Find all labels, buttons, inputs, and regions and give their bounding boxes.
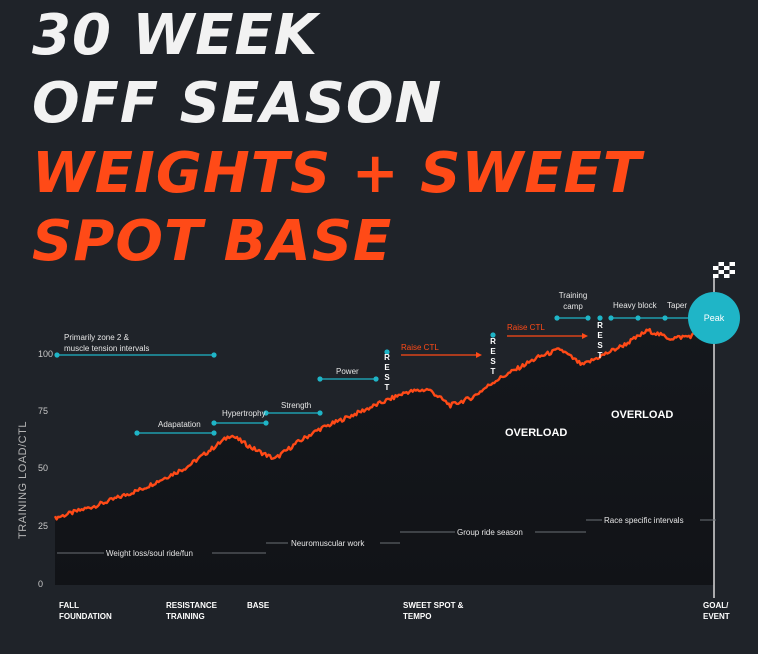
label-power: Power xyxy=(336,367,359,376)
peak-circle xyxy=(688,292,740,344)
label-strength: Strength xyxy=(281,401,311,410)
label-training-camp-line1: Training xyxy=(559,291,588,300)
x-label-resistance-line1: RESISTANCE xyxy=(166,601,218,610)
title-line-2: OFF SEASON xyxy=(32,71,443,136)
title-line-1: 30 WEEK xyxy=(32,3,319,68)
rest-letter: T xyxy=(491,367,496,376)
label-training-camp-line2: camp xyxy=(563,302,583,311)
title-line-4: SPOT BASE xyxy=(32,209,393,274)
rest-letter: E xyxy=(490,347,496,356)
y-tick-0: 0 xyxy=(38,579,43,589)
x-label-goal-line1: GOAL/ xyxy=(703,601,729,610)
raise-ctl-label-1: Raise CTL xyxy=(401,343,439,352)
rest-letter: R xyxy=(490,337,496,346)
y-tick-100: 100 xyxy=(38,349,53,359)
label-adaptation: Adapatation xyxy=(158,420,201,429)
y-axis-title: TRAINING LOAD/CTL xyxy=(17,421,29,539)
rest-letter: T xyxy=(385,383,390,392)
rest-letter: T xyxy=(598,351,603,360)
label-zone2-line1: Primarily zone 2 & xyxy=(64,333,130,342)
overload-label-2: OVERLOAD xyxy=(611,409,673,421)
bottom-label-group-ride: Group ride season xyxy=(457,528,523,537)
overload-label-1: OVERLOAD xyxy=(505,427,567,439)
raise-ctl-arrowhead-2 xyxy=(582,333,588,339)
x-label-fall-line2: FOUNDATION xyxy=(59,612,112,621)
raise-ctl-arrowhead-1 xyxy=(476,352,482,358)
x-label-sweetspot-line2: TEMPO xyxy=(403,612,431,621)
x-label-fall-line1: FALL xyxy=(59,601,79,610)
title-line-3: WEIGHTS + SWEET xyxy=(32,141,642,206)
y-tick-50: 50 xyxy=(38,463,48,473)
training-load-area xyxy=(55,317,714,585)
rest-letter: E xyxy=(597,331,603,340)
training-load-line xyxy=(53,316,715,521)
rest-letter: S xyxy=(490,357,496,366)
label-hypertrophy: Hypertrophy xyxy=(222,409,266,418)
bottom-label-weight-loss: Weight loss/soul ride/fun xyxy=(106,549,193,558)
x-label-base: BASE xyxy=(247,601,270,610)
bottom-label-neuromuscular: Neuromuscular work xyxy=(291,539,365,548)
rest-letter: E xyxy=(384,363,390,372)
checkered-flag-icon xyxy=(713,262,735,278)
x-label-sweetspot-line1: SWEET SPOT & xyxy=(403,601,464,610)
rest-letter: R xyxy=(384,353,390,362)
label-zone2-line2: muscle tension intervals xyxy=(64,344,149,353)
rest-letter: S xyxy=(384,373,390,382)
y-tick-75: 75 xyxy=(38,406,48,416)
y-tick-25: 25 xyxy=(38,521,48,531)
bottom-label-race-specific: Race specific intervals xyxy=(604,516,684,525)
x-label-resistance-line2: TRAINING xyxy=(166,612,205,621)
label-taper: Taper xyxy=(667,301,687,310)
rest-letter: S xyxy=(597,341,603,350)
rest-letter: R xyxy=(597,321,603,330)
peak-label: Peak xyxy=(704,313,725,323)
raise-ctl-label-2: Raise CTL xyxy=(507,323,545,332)
label-heavy-block: Heavy block xyxy=(613,301,658,310)
x-label-goal-line2: EVENT xyxy=(703,612,730,621)
